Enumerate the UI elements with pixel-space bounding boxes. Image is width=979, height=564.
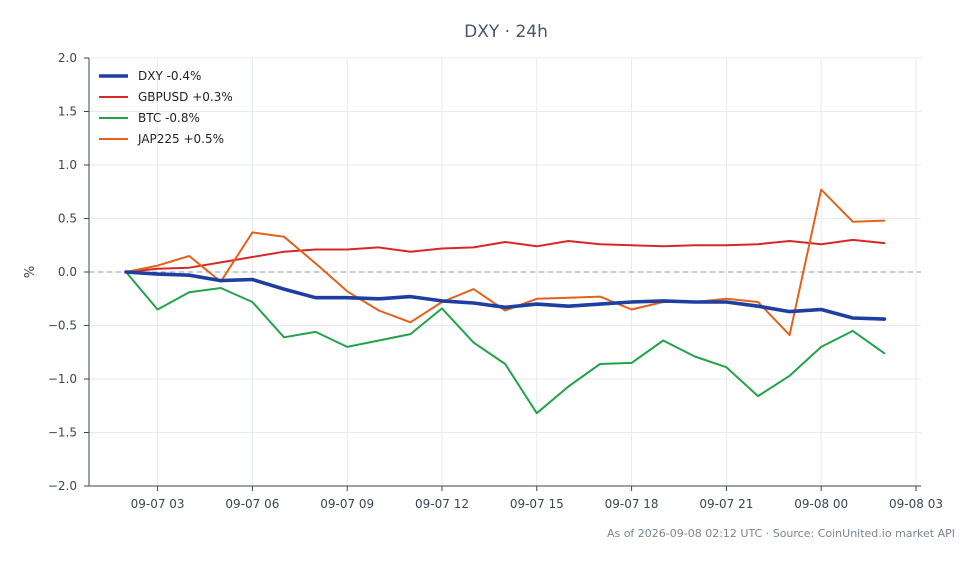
legend: DXY -0.4% GBPUSD +0.3% BTC -0.8% JAP225 +0.… <box>99 69 233 146</box>
x-tick-label: 09-07 21 <box>699 497 753 511</box>
y-axis-label: % <box>23 266 38 278</box>
source-footer: As of 2026-09-08 02:12 UTC · Source: Coi… <box>607 527 955 540</box>
x-tick-label: 09-07 12 <box>415 497 469 511</box>
series-line-2 <box>125 271 886 415</box>
y-tick-label: −2.0 <box>48 479 77 493</box>
y-tick-label: 2.0 <box>58 51 77 65</box>
legend-label-3: JAP225 +0.5% <box>137 132 224 146</box>
legend-label-0: DXY -0.4% <box>138 69 201 83</box>
x-tick-label: 09-08 03 <box>889 497 943 511</box>
y-tick-label: −1.0 <box>48 372 77 386</box>
x-tick-label: 09-08 00 <box>794 497 848 511</box>
x-tick-label: 09-07 06 <box>225 497 279 511</box>
series-line-0 <box>124 270 887 321</box>
y-tick-label: 0.0 <box>58 265 77 279</box>
x-tick-label: 09-07 18 <box>605 497 659 511</box>
legend-label-1: GBPUSD +0.3% <box>138 90 233 104</box>
x-tick-label: 09-07 09 <box>320 497 374 511</box>
y-tick-label: 0.5 <box>58 212 77 226</box>
axes: 2.0 1.5 1.0 0.5 0.0 −0.5 −1.0 −1.5 −2.0 09-07 03 0… <box>48 51 943 511</box>
y-tick-label: 1.0 <box>58 158 77 172</box>
x-tick-label: 09-07 03 <box>131 497 185 511</box>
y-tick-label: 1.5 <box>58 105 77 119</box>
chart-title: DXY · 24h <box>464 22 548 42</box>
series-line-1 <box>125 238 886 273</box>
series-layer <box>124 188 887 415</box>
grid <box>89 57 921 487</box>
x-tick-label: 09-07 15 <box>510 497 564 511</box>
y-tick-label: −0.5 <box>48 319 77 333</box>
y-tick-label: −1.5 <box>48 426 77 440</box>
series-line-3 <box>125 188 886 337</box>
legend-label-2: BTC -0.8% <box>138 111 200 125</box>
